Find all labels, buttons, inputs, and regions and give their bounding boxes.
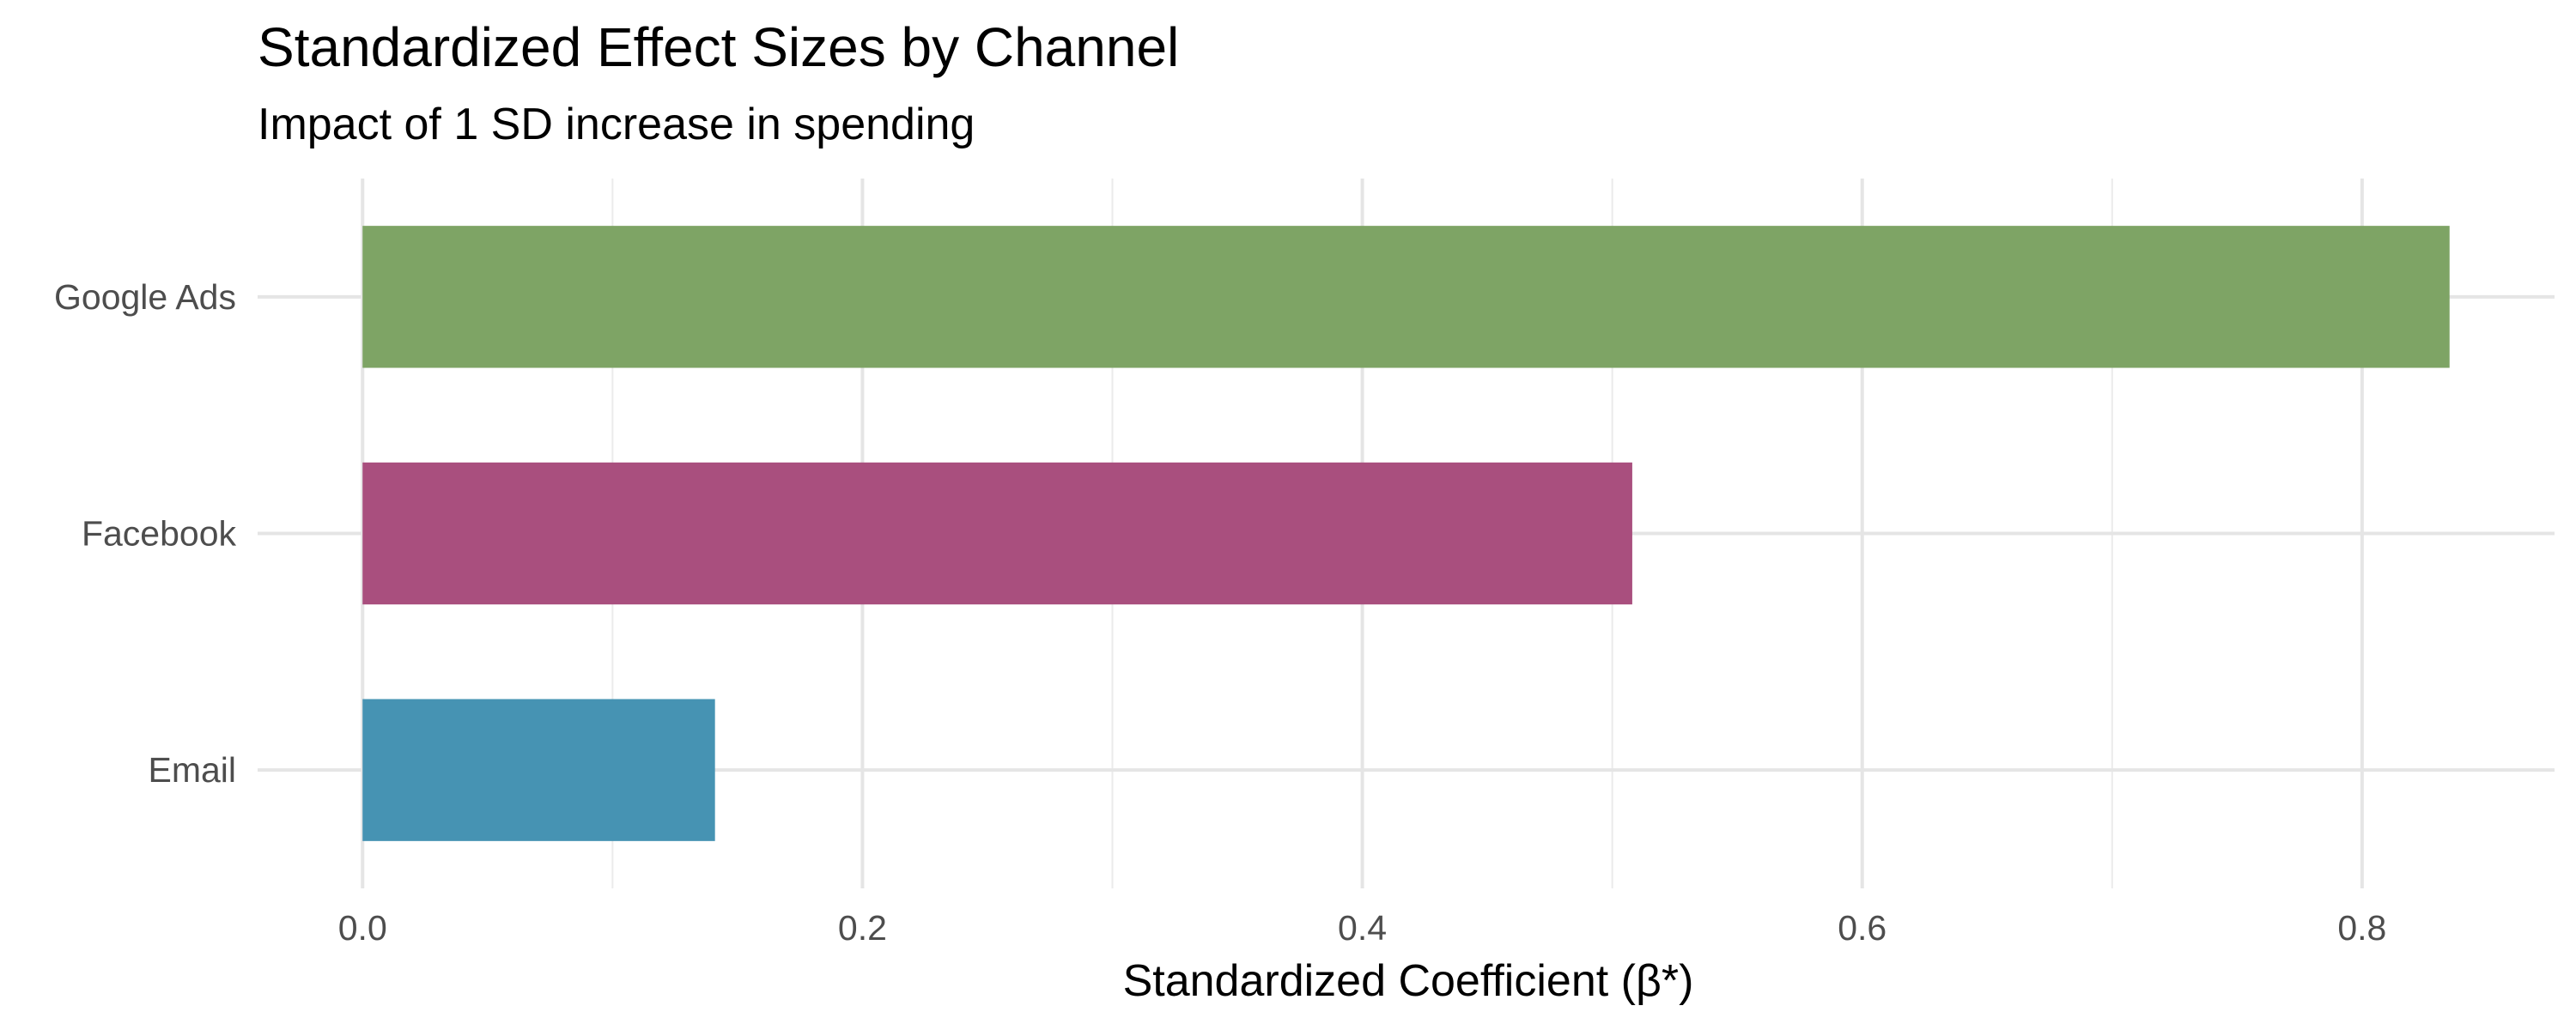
y-axis-ticks: Google Ads Facebook Email: [54, 277, 236, 790]
y-tick-label: Google Ads: [54, 277, 236, 317]
x-tick-label: 0.6: [1838, 908, 1886, 948]
x-tick-label: 0.4: [1338, 908, 1387, 948]
chart-title: Standardized Effect Sizes by Channel: [258, 16, 1180, 78]
x-axis-title: Standardized Coefficient (β*): [1123, 956, 1694, 1006]
x-tick-label: 0.8: [2337, 908, 2386, 948]
bars: [362, 226, 2450, 841]
y-tick-label: Facebook: [82, 514, 237, 554]
x-tick-label: 0.0: [338, 908, 387, 948]
chart-subtitle: Impact of 1 SD increase in spending: [258, 100, 975, 149]
x-tick-label: 0.2: [838, 908, 887, 948]
bar-email: [362, 699, 715, 841]
bar-google-ads: [362, 226, 2450, 368]
y-tick-label: Email: [148, 750, 236, 790]
x-axis-ticks: 0.0 0.2 0.4 0.6 0.8: [338, 908, 2387, 948]
bar-facebook: [362, 462, 1632, 605]
